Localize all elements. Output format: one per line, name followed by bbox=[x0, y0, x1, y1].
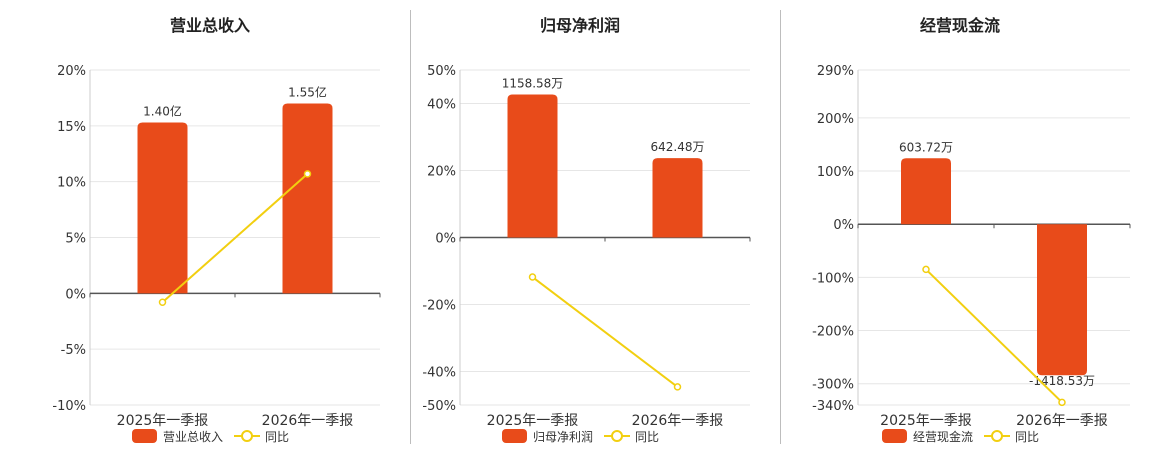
y-tick-label: -100% bbox=[812, 271, 854, 286]
x-category-label: 2025年一季报 bbox=[117, 413, 209, 429]
y-tick-label: 10% bbox=[57, 176, 86, 191]
chart-title-cash-flow: 经营现金流 bbox=[919, 16, 1001, 35]
y-tick-label: 0% bbox=[833, 218, 854, 233]
y-tick-label: -20% bbox=[422, 299, 456, 314]
bar-value-label: 1.40亿 bbox=[143, 103, 182, 118]
y-tick-label: -300% bbox=[812, 378, 854, 393]
legend-line-marker-icon bbox=[991, 430, 1003, 442]
bar-value-label: 603.72万 bbox=[899, 140, 953, 154]
y-tick-label: 20% bbox=[427, 165, 456, 180]
yoy-point bbox=[303, 170, 312, 178]
bar bbox=[507, 94, 558, 238]
y-tick-label: 40% bbox=[427, 98, 456, 113]
legend-label: 同比 bbox=[265, 430, 289, 444]
chart-title-revenue: 营业总收入 bbox=[169, 16, 251, 35]
legend-label: 营业总收入 bbox=[163, 430, 223, 444]
y-tick-label: -10% bbox=[52, 399, 86, 414]
bar-value-label: 1.55亿 bbox=[288, 85, 327, 100]
y-tick-label: 15% bbox=[57, 120, 86, 135]
y-tick-label: 100% bbox=[817, 165, 854, 180]
bar bbox=[901, 158, 951, 225]
yoy-point bbox=[158, 298, 167, 307]
chart-panel-3: 290% 200% 100% 0% -100% -200% -300% -340% 603.72… bbox=[812, 64, 1131, 444]
chart-panel-1: 20% 15% 10% 5% 0% -5% -10% 1.40亿 1.55亿 2025年一季报 20… bbox=[52, 64, 381, 444]
x-category-label: 2026年一季报 bbox=[1016, 413, 1108, 429]
yoy-line bbox=[531, 276, 679, 388]
y-tick-label: 5% bbox=[65, 232, 86, 247]
y-tick-label: 0% bbox=[435, 232, 456, 247]
bar-value-label: 1158.58万 bbox=[502, 76, 564, 90]
rounded-rect-swatch-icon bbox=[132, 429, 157, 443]
y-tick-label: 290% bbox=[817, 64, 854, 79]
y-tick-label: 200% bbox=[817, 112, 854, 127]
chart-title-net-profit: 归母净利润 bbox=[539, 16, 621, 35]
yoy-point bbox=[673, 383, 682, 391]
y-tick-label: -200% bbox=[812, 325, 854, 340]
x-category-label: 2026年一季报 bbox=[262, 413, 354, 429]
panel-divider-2 bbox=[780, 10, 781, 444]
legend-label: 同比 bbox=[1015, 430, 1039, 444]
y-tick-label: 0% bbox=[65, 287, 86, 302]
y-tick-label: 20% bbox=[57, 64, 86, 79]
y-tick-label: 50% bbox=[427, 64, 456, 79]
rounded-rect-swatch-icon bbox=[882, 429, 907, 443]
yoy-line bbox=[161, 173, 309, 304]
legend-label: 同比 bbox=[635, 430, 659, 444]
legend-line-marker-icon bbox=[241, 430, 253, 442]
bar bbox=[1037, 224, 1087, 376]
yoy-line bbox=[925, 268, 1063, 404]
bar bbox=[282, 103, 333, 294]
y-tick-label: -340% bbox=[812, 399, 854, 414]
y-tick-label: -50% bbox=[422, 399, 456, 414]
bar-value-label: -1418.53万 bbox=[1029, 374, 1095, 388]
x-category-label: 2025年一季报 bbox=[487, 413, 579, 429]
chart-panel-2: 50% 40% 20% 0% -20% -40% -50% 1158.58万 642.48万 20… bbox=[422, 64, 751, 444]
legend-line-marker-icon bbox=[611, 430, 623, 442]
yoy-point bbox=[1058, 398, 1066, 407]
y-tick-label: -40% bbox=[422, 366, 456, 381]
x-category-label: 2025年一季报 bbox=[880, 413, 972, 429]
yoy-point bbox=[922, 265, 930, 274]
x-category-label: 2026年一季报 bbox=[632, 413, 724, 429]
y-tick-label: -5% bbox=[61, 343, 86, 358]
panel-divider-1 bbox=[410, 10, 411, 444]
bar-value-label: 642.48万 bbox=[651, 140, 705, 154]
yoy-point bbox=[528, 273, 537, 281]
legend-label: 归母净利润 bbox=[533, 430, 593, 444]
bar bbox=[137, 122, 188, 294]
legend-label: 经营现金流 bbox=[913, 429, 973, 444]
bar bbox=[652, 158, 703, 238]
rounded-rect-swatch-icon bbox=[502, 429, 527, 443]
